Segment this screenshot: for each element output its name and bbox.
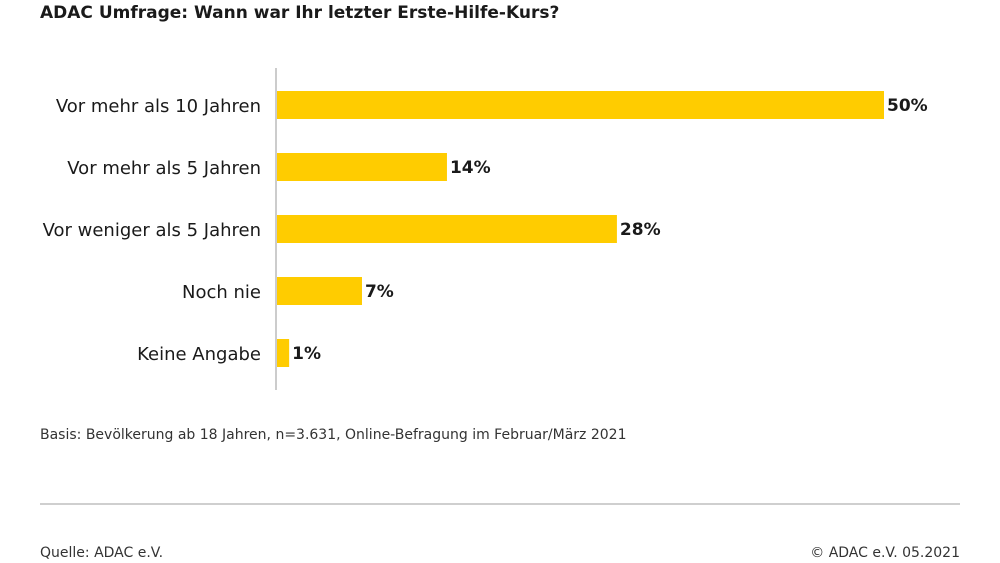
bar [277,91,884,119]
category-label: Vor mehr als 5 Jahren [67,158,261,179]
basis-note: Basis: Bevölkerung ab 18 Jahren, n=3.631… [40,427,627,443]
value-label: 7% [365,282,394,302]
divider [40,503,960,505]
category-label: Vor mehr als 10 Jahren [56,96,261,117]
category-label: Vor weniger als 5 Jahren [43,220,261,241]
value-label: 28% [620,220,661,240]
bar [277,339,290,367]
bar [277,277,362,305]
bars-layer: Vor mehr als 10 Jahren 50% Vor mehr als 5 … [43,91,928,367]
value-label: 50% [887,96,928,116]
value-label: 1% [292,344,321,364]
source-note: Quelle: ADAC e.V. [40,545,164,561]
category-label: Noch nie [182,282,261,303]
value-label: 14% [450,158,491,178]
bar-chart: Vor mehr als 10 Jahren 50% Vor mehr als 5 … [43,68,928,390]
bar [277,153,447,181]
category-label: Keine Angabe [137,344,261,365]
copyright-note: © ADAC e.V. 05.2021 [810,545,960,561]
chart-title: ADAC Umfrage: Wann war Ihr letzter Erste… [40,3,560,23]
bar [277,215,617,243]
